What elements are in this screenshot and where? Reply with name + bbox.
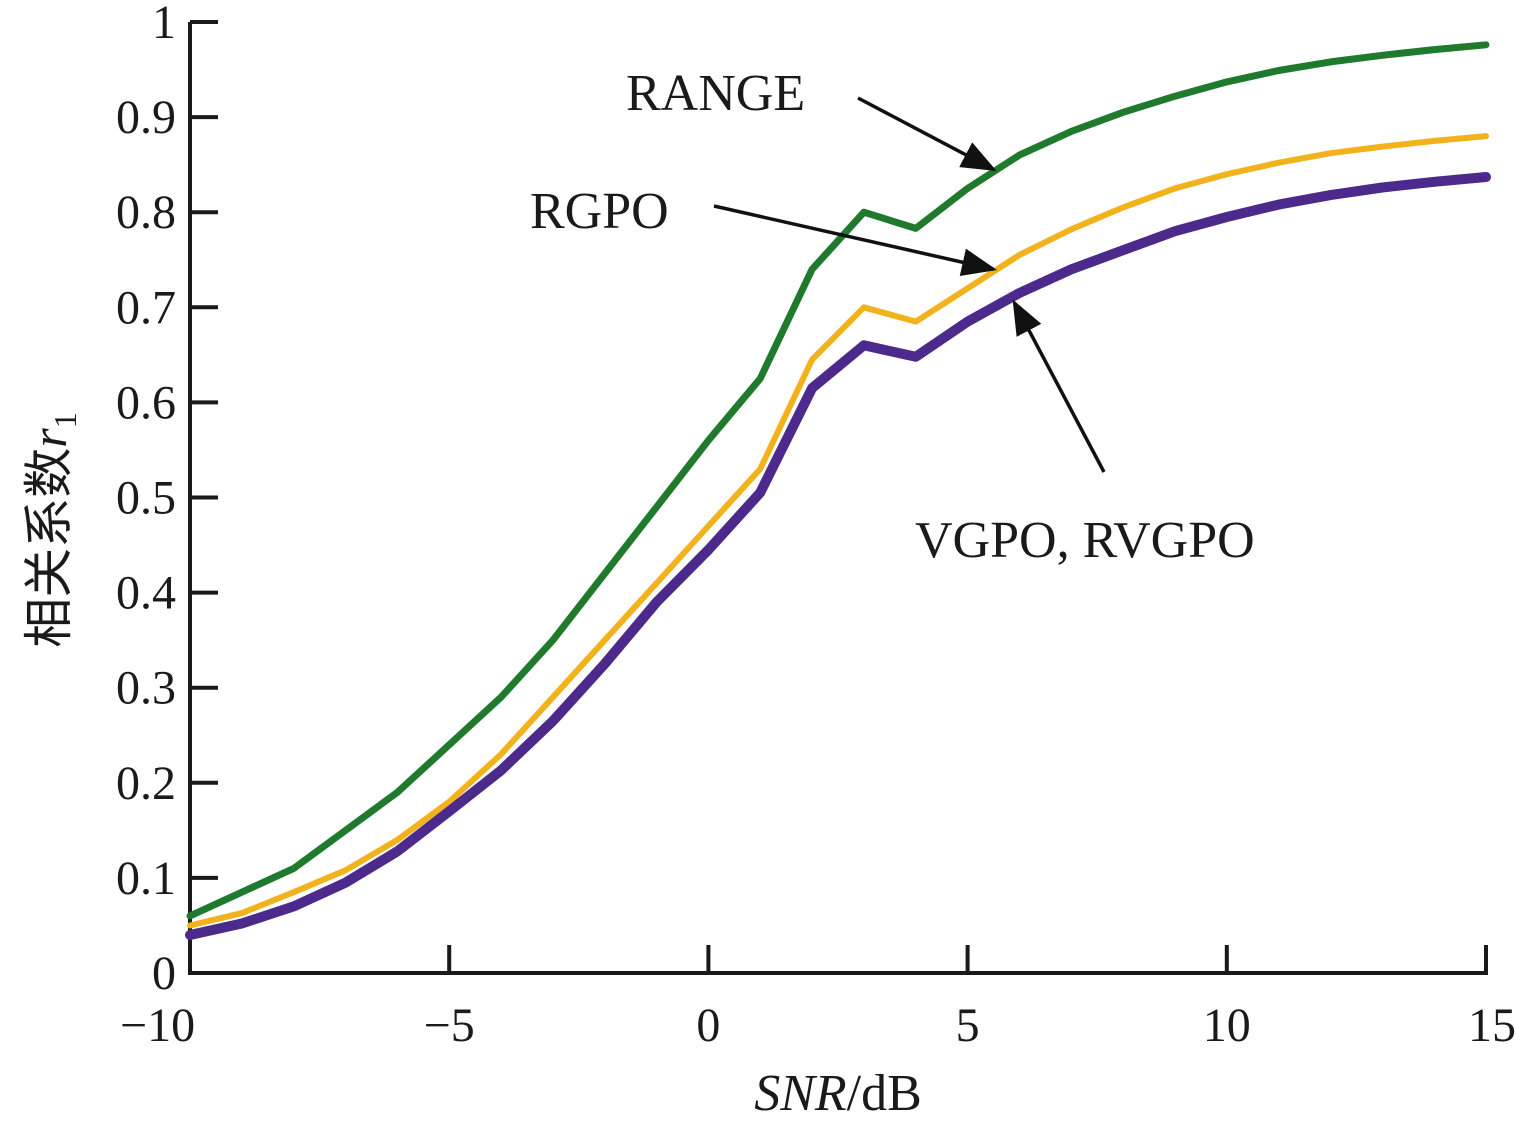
series-lines xyxy=(185,41,1491,940)
x-tick-label: −10 xyxy=(120,999,195,1052)
y-tick-label: 0.5 xyxy=(116,472,176,525)
series-line-0 xyxy=(186,41,1490,920)
series-line-1 xyxy=(187,133,1489,929)
axes: 0 0.1 0.2 0.3 0.4 0.5 0.6 0.7 0.8 0.9 1 −10 −5 0 5 10 15 xyxy=(116,0,1516,1052)
y-tick-label: 0 xyxy=(152,947,176,1000)
annotation-label: RGPO xyxy=(530,183,669,240)
x-axis-label-unit: /dB xyxy=(847,1065,922,1122)
y-tick-label: 0.9 xyxy=(116,91,176,144)
y-tick-label: 0.1 xyxy=(116,852,176,905)
annotations: RANGE RGPO VGPO, RVGPO xyxy=(530,65,1255,569)
annotation-arrow xyxy=(857,96,997,172)
x-tick-label: 10 xyxy=(1203,999,1251,1052)
annotation-arrow xyxy=(1012,299,1106,473)
series-line-2 xyxy=(185,172,1491,940)
annotation-label: VGPO, RVGPO xyxy=(915,512,1255,569)
x-axis-label: SNR/dB xyxy=(754,1065,922,1122)
y-tick-label: 0.6 xyxy=(116,376,176,429)
x-tick-label: −5 xyxy=(424,999,475,1052)
y-axis-label: 相关系数r1 xyxy=(20,412,83,647)
y-axis-label-text: 相关系数 xyxy=(20,448,78,648)
x-axis-label-var: SNR xyxy=(754,1065,846,1122)
y-tick-label: 1 xyxy=(152,0,176,49)
annotation-label: RANGE xyxy=(626,65,805,122)
x-tick-label: 5 xyxy=(956,999,980,1052)
y-tick-label: 0.4 xyxy=(116,567,176,620)
y-tick-label: 0.2 xyxy=(116,757,176,810)
y-axis-label-var: r xyxy=(21,428,77,448)
y-tick-label: 0.8 xyxy=(116,186,176,239)
x-tick-label: 15 xyxy=(1468,999,1516,1052)
y-tick-label: 0.3 xyxy=(116,662,176,715)
y-axis-label-sub: 1 xyxy=(47,412,83,428)
annotation-arrow xyxy=(713,204,997,276)
svg-text:相关系数r1: 相关系数r1 xyxy=(20,412,83,647)
x-tick-label: 0 xyxy=(696,999,720,1052)
y-tick-label: 0.7 xyxy=(116,281,176,334)
